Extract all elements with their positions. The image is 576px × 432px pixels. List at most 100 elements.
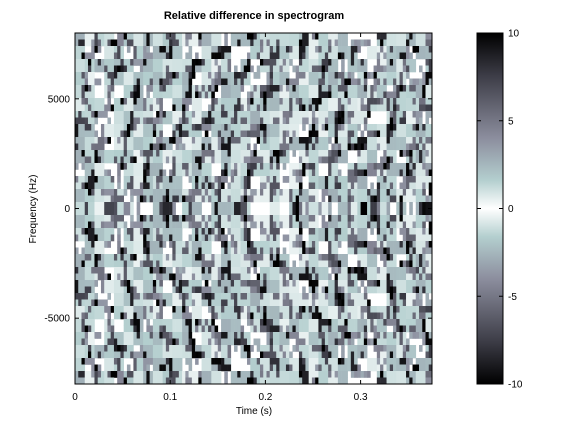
heatmap-cell <box>159 117 163 125</box>
heatmap-cell <box>188 163 193 170</box>
heatmap-cell <box>234 228 238 235</box>
heatmap-cell <box>305 52 309 60</box>
heatmap-cell <box>162 260 167 268</box>
heatmap-cell <box>412 195 417 203</box>
heatmap-cell <box>321 98 326 105</box>
heatmap-cell <box>139 241 144 248</box>
heatmap-cell <box>162 117 167 125</box>
heatmap-cell <box>350 221 355 229</box>
heatmap-cell <box>198 299 202 307</box>
heatmap-cell <box>198 137 202 144</box>
heatmap-cell <box>208 124 212 131</box>
heatmap-cell <box>428 215 432 222</box>
heatmap-cell <box>240 234 245 242</box>
heatmap-cell <box>188 91 193 99</box>
heatmap-cell <box>143 143 147 151</box>
heatmap-cell <box>217 273 222 281</box>
heatmap-cell <box>204 267 209 274</box>
heatmap-cell <box>311 156 316 164</box>
heatmap-cell <box>282 254 287 261</box>
heatmap-cell <box>256 72 261 79</box>
heatmap-cell <box>415 46 420 53</box>
heatmap-cell <box>240 280 245 287</box>
heatmap-cell <box>425 124 430 131</box>
heatmap-cell <box>393 351 397 359</box>
heatmap-cell <box>302 137 306 144</box>
heatmap-cell <box>357 150 361 157</box>
heatmap-cell <box>311 117 316 125</box>
heatmap-cell <box>217 72 222 79</box>
heatmap-cell <box>107 241 111 248</box>
heatmap-cell <box>240 306 245 313</box>
heatmap-cell <box>419 124 423 131</box>
heatmap-cell <box>386 286 391 294</box>
heatmap-cell <box>272 39 277 47</box>
heatmap-cell <box>175 286 180 294</box>
heatmap-cell <box>311 247 316 255</box>
heatmap-cell <box>84 91 89 99</box>
heatmap-cell <box>259 254 264 261</box>
heatmap-cell <box>84 85 89 92</box>
heatmap-cell <box>237 267 241 274</box>
heatmap-cell <box>282 189 287 196</box>
heatmap-cell <box>311 59 316 66</box>
heatmap-cell <box>402 104 407 112</box>
heatmap-cell <box>425 33 430 40</box>
heatmap-cell <box>91 254 95 261</box>
heatmap-cell <box>298 150 303 157</box>
heatmap-cell <box>373 345 378 352</box>
heatmap-cell <box>428 195 432 203</box>
heatmap-cell <box>311 163 316 170</box>
heatmap-cell <box>386 46 391 53</box>
heatmap-cell <box>172 111 176 118</box>
heatmap-cell <box>396 299 400 307</box>
heatmap-cell <box>279 156 284 164</box>
heatmap-cell <box>214 293 219 300</box>
heatmap-cell <box>380 358 384 365</box>
heatmap-cell <box>367 202 371 209</box>
heatmap-cell <box>97 189 102 196</box>
heatmap-cell <box>133 39 137 47</box>
heatmap-cell <box>285 137 290 144</box>
heatmap-cell <box>110 286 115 294</box>
heatmap-cell <box>331 228 335 235</box>
heatmap-cell <box>172 46 176 53</box>
heatmap-cell <box>227 124 232 131</box>
heatmap-cell <box>328 65 332 73</box>
heatmap-cell <box>97 345 102 352</box>
heatmap-cell <box>136 254 141 261</box>
heatmap-cell <box>370 312 374 320</box>
heatmap-cell <box>221 169 225 177</box>
heatmap-cell <box>139 65 144 73</box>
heatmap-cell <box>347 286 352 294</box>
heatmap-cell <box>78 85 82 92</box>
heatmap-cell <box>367 150 371 157</box>
heatmap-cell <box>354 234 358 242</box>
heatmap-cell <box>136 130 141 138</box>
heatmap-cell <box>146 33 150 40</box>
heatmap-cell <box>211 332 215 339</box>
heatmap-cell <box>139 215 144 222</box>
heatmap-cell <box>389 260 394 268</box>
heatmap-cell <box>380 33 384 40</box>
heatmap-cell <box>250 65 254 73</box>
heatmap-cell <box>120 208 124 216</box>
heatmap-cell <box>399 267 404 274</box>
heatmap-cell <box>208 176 212 183</box>
heatmap-cell <box>292 267 296 274</box>
heatmap-cell <box>217 234 222 242</box>
heatmap-cell <box>263 358 267 365</box>
heatmap-cell <box>75 273 79 281</box>
heatmap-cell <box>146 254 150 261</box>
heatmap-cell <box>376 46 381 53</box>
heatmap-cell <box>91 267 95 274</box>
heatmap-cell <box>156 182 160 190</box>
heatmap-cell <box>84 215 89 222</box>
heatmap-cell <box>91 228 95 235</box>
heatmap-cell <box>221 299 225 307</box>
heatmap-cell <box>311 130 316 138</box>
heatmap-cell <box>422 280 426 287</box>
heatmap-cell <box>117 338 121 346</box>
heatmap-cell <box>386 117 391 125</box>
heatmap-cell <box>259 111 264 118</box>
